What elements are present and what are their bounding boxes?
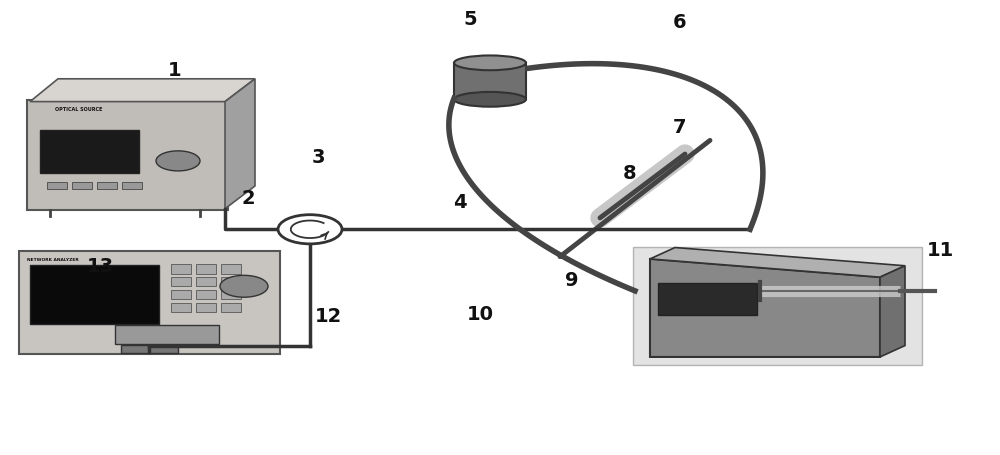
Text: 10: 10: [466, 304, 494, 324]
FancyBboxPatch shape: [221, 290, 241, 299]
Text: 7: 7: [673, 118, 687, 137]
FancyBboxPatch shape: [633, 247, 922, 365]
Text: 2: 2: [241, 188, 255, 207]
FancyBboxPatch shape: [196, 265, 216, 274]
FancyBboxPatch shape: [27, 101, 228, 211]
Ellipse shape: [454, 56, 526, 71]
FancyBboxPatch shape: [47, 183, 67, 189]
Text: 4: 4: [453, 193, 467, 212]
FancyBboxPatch shape: [196, 290, 216, 299]
FancyBboxPatch shape: [171, 265, 191, 274]
FancyBboxPatch shape: [658, 283, 757, 315]
Polygon shape: [30, 80, 255, 102]
FancyBboxPatch shape: [30, 265, 159, 324]
Text: OPTICAL SOURCE: OPTICAL SOURCE: [55, 107, 102, 111]
Circle shape: [278, 215, 342, 244]
Ellipse shape: [454, 93, 526, 107]
FancyBboxPatch shape: [115, 325, 219, 344]
Text: 5: 5: [463, 10, 477, 29]
Text: 13: 13: [86, 257, 114, 276]
Polygon shape: [225, 80, 255, 209]
Text: NETWORK ANALYZER: NETWORK ANALYZER: [27, 258, 79, 261]
FancyBboxPatch shape: [171, 278, 191, 287]
FancyBboxPatch shape: [454, 64, 526, 100]
FancyBboxPatch shape: [40, 131, 139, 174]
Polygon shape: [880, 266, 905, 357]
Text: 3: 3: [311, 147, 325, 167]
FancyBboxPatch shape: [19, 251, 280, 354]
FancyBboxPatch shape: [121, 345, 178, 353]
Text: 1: 1: [168, 61, 182, 80]
FancyBboxPatch shape: [72, 183, 92, 189]
FancyBboxPatch shape: [221, 278, 241, 287]
FancyBboxPatch shape: [221, 265, 241, 274]
Circle shape: [220, 276, 268, 298]
FancyBboxPatch shape: [221, 303, 241, 312]
Circle shape: [156, 152, 200, 172]
Polygon shape: [650, 259, 880, 357]
Text: 6: 6: [673, 13, 687, 32]
FancyBboxPatch shape: [97, 183, 117, 189]
Text: 8: 8: [623, 163, 637, 182]
FancyBboxPatch shape: [122, 183, 142, 189]
Text: 9: 9: [565, 270, 579, 289]
FancyBboxPatch shape: [171, 303, 191, 312]
FancyBboxPatch shape: [171, 290, 191, 299]
FancyBboxPatch shape: [196, 303, 216, 312]
Polygon shape: [650, 248, 905, 278]
Text: 11: 11: [926, 241, 954, 260]
Text: 12: 12: [314, 307, 342, 326]
FancyBboxPatch shape: [196, 278, 216, 287]
